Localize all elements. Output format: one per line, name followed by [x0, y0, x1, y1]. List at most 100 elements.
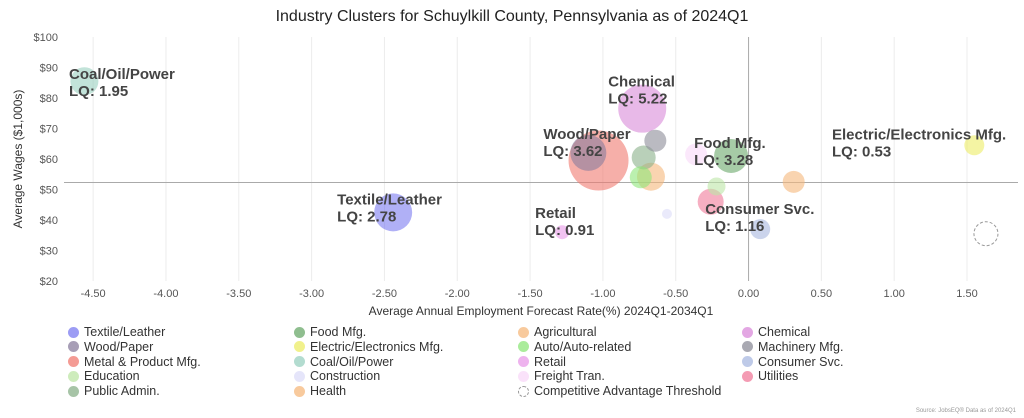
bubble-lq-label: LQ: 2.78 [337, 208, 396, 225]
y-tick-label: $30 [40, 246, 58, 258]
legend-swatch [68, 385, 79, 397]
legend-item[interactable]: Public Admin. [68, 384, 160, 398]
bubble-label: Consumer Svc. [705, 201, 814, 218]
legend-item[interactable]: Agricultural [518, 325, 597, 339]
legend-label: Coal/Oil/Power [310, 354, 394, 369]
legend: Textile/Leather Food Mfg. Agricultural Chem… [68, 325, 968, 403]
y-tick-label: $60 [40, 154, 58, 166]
legend-item[interactable]: Consumer Svc. [742, 355, 843, 369]
legend-item[interactable]: Health [294, 384, 346, 398]
legend-label: Wood/Paper [84, 339, 154, 354]
legend-item[interactable]: Food Mfg. [294, 325, 366, 339]
bubble-lq-label: LQ: 0.91 [535, 222, 594, 239]
chart-title: Industry Clusters for Schuylkill County,… [275, 8, 749, 25]
x-axis-label: Average Annual Employment Forecast Rate(… [369, 304, 714, 318]
legend-swatch [294, 341, 305, 353]
legend-label: Metal & Product Mfg. [84, 354, 201, 369]
bubble [631, 145, 656, 170]
legend-label: Electric/Electronics Mfg. [310, 339, 444, 354]
legend-label: Public Admin. [84, 384, 160, 399]
bubble-label: Coal/Oil/Power [69, 66, 175, 83]
legend-label: Chemical [758, 325, 811, 339]
legend-swatch [68, 341, 79, 353]
legend-label: Freight Tran. [534, 369, 605, 384]
legend-item[interactable]: Metal & Product Mfg. [68, 355, 201, 369]
legend-swatch [518, 326, 529, 338]
legend-label: Retail [534, 354, 566, 369]
legend-item[interactable]: Construction [294, 369, 380, 383]
bubble [629, 166, 652, 189]
bubbles [70, 67, 999, 247]
bubble-label: Retail [535, 205, 576, 222]
legend-label: Machinery Mfg. [758, 339, 844, 354]
x-tick-label: 1.00 [883, 288, 904, 300]
bubble [570, 134, 607, 171]
bubble [750, 219, 771, 240]
legend-item[interactable]: Electric/Electronics Mfg. [294, 340, 443, 354]
legend-item[interactable]: Textile/Leather [68, 325, 165, 339]
bubble [973, 221, 999, 247]
bubble [644, 129, 667, 152]
y-tick-label: $100 [34, 32, 58, 44]
legend-swatch [518, 356, 529, 368]
x-tick-label: -2.50 [372, 288, 397, 300]
legend-item[interactable]: Competitive Advantage Threshold [518, 384, 721, 398]
y-tick-label: $40 [40, 215, 58, 227]
x-tick-label: 0.00 [738, 288, 759, 300]
bubble-lq-label: LQ: 1.95 [69, 83, 128, 100]
legend-label: Agricultural [534, 325, 597, 339]
x-tick-label: -1.00 [590, 288, 615, 300]
legend-swatch [742, 341, 753, 353]
x-tick-label: -1.50 [518, 288, 543, 300]
legend-label: Competitive Advantage Threshold [534, 384, 722, 399]
legend-label: Consumer Svc. [758, 354, 844, 369]
legend-item[interactable]: Machinery Mfg. [742, 340, 843, 354]
legend-swatch [68, 356, 79, 368]
bubble [555, 225, 570, 240]
bubble-label: Wood/Paper [543, 126, 630, 143]
legend-swatch [68, 326, 79, 338]
legend-item[interactable]: Retail [518, 355, 566, 369]
x-tick-label: -4.00 [153, 288, 178, 300]
bubble-lq-label: LQ: 1.16 [705, 218, 764, 235]
legend-item[interactable]: Education [68, 369, 140, 383]
legend-swatch [518, 370, 529, 382]
legend-label: Auto/Auto-related [534, 339, 632, 354]
bubble [661, 208, 672, 219]
legend-label: Health [310, 384, 347, 399]
legend-label: Textile/Leather [84, 325, 166, 339]
legend-label: Utilities [758, 369, 799, 384]
bubble [374, 193, 413, 232]
legend-label: Education [84, 369, 140, 384]
legend-label: Construction [310, 369, 381, 384]
bubble-lq-label: LQ: 3.28 [694, 152, 753, 169]
y-tick-label: $50 [40, 185, 58, 197]
bubble-label: Electric/Electronics Mfg. [832, 126, 1006, 143]
reference-lines [64, 37, 1018, 281]
legend-item[interactable]: Auto/Auto-related [518, 340, 631, 354]
bubble-lq-label: LQ: 5.22 [608, 91, 667, 108]
x-tick-label: -4.50 [81, 288, 106, 300]
bubble-lq-label: LQ: 3.62 [543, 143, 602, 160]
bubble [707, 177, 726, 196]
bubble [685, 143, 708, 166]
source-note: Source: JobsEQ® Data as of 2024Q1 [915, 408, 1016, 414]
y-tick-label: $20 [40, 276, 58, 288]
legend-swatch [518, 341, 529, 353]
x-tick-label: 1.50 [956, 288, 977, 300]
x-tick-label: 0.50 [811, 288, 832, 300]
tick-labels: -4.50 -4.00 -3.50 -3.00 -2.50 -2.00 -1.50 -1.00… [34, 32, 978, 300]
bubble [714, 138, 749, 173]
legend-swatch [294, 356, 305, 368]
legend-item[interactable]: Utilities [742, 369, 798, 383]
bubble-lq-label: LQ: 0.53 [832, 143, 891, 160]
legend-item[interactable]: Freight Tran. [518, 369, 605, 383]
legend-item[interactable]: Coal/Oil/Power [294, 355, 393, 369]
legend-item[interactable]: Chemical [742, 325, 810, 339]
legend-item[interactable]: Wood/Paper [68, 340, 153, 354]
bubble-label: Food Mfg. [694, 135, 766, 152]
bubble [964, 135, 985, 156]
bubble [70, 67, 99, 96]
